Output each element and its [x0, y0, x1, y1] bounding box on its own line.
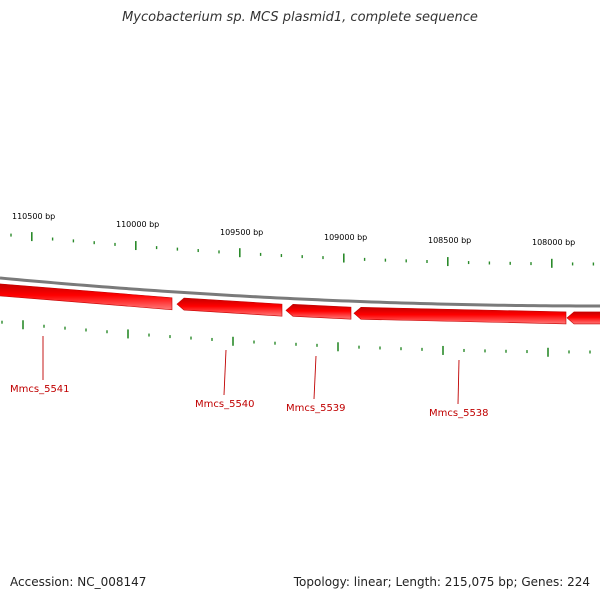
gene-label[interactable]: Mmcs_5541 — [10, 384, 70, 395]
gene-label[interactable]: Mmcs_5539 — [286, 403, 346, 414]
topology-summary-text: Topology: linear; Length: 215,075 bp; Ge… — [293, 575, 590, 589]
map-title: Mycobacterium sp. MCS plasmid1, complete… — [122, 10, 478, 25]
gene-label[interactable]: Mmcs_5538 — [429, 408, 489, 419]
scale-ticks-bottom — [1, 320, 591, 357]
sequence-backbone — [0, 276, 600, 308]
gene-arrow[interactable] — [566, 311, 600, 325]
accession-text: Accession: NC_008147 — [10, 575, 147, 589]
gene-labels: Mmcs_5541 Mmcs_5540 Mmcs_5539 Mmcs_5538 — [10, 336, 489, 419]
gene-arrow[interactable] — [0, 283, 173, 311]
scale-labels: 110500 bp 110000 bp 109500 bp 109000 bp 1085… — [12, 212, 575, 247]
scale-label: 109500 bp — [220, 228, 263, 237]
gene-leader-line — [313, 355, 317, 400]
gene-arrow[interactable] — [353, 306, 567, 325]
scale-label: 108500 bp — [428, 236, 471, 245]
gene-arrow[interactable] — [285, 304, 352, 320]
scale-label: 110500 bp — [12, 212, 55, 221]
gene-track — [0, 283, 600, 325]
scale-ticks-top — [10, 232, 595, 268]
gene-label[interactable]: Mmcs_5540 — [195, 399, 255, 410]
scale-label: 110000 bp — [116, 220, 159, 229]
scale-label: 109000 bp — [324, 233, 367, 242]
scale-label: 108000 bp — [532, 238, 575, 247]
gene-arrow[interactable] — [176, 297, 283, 317]
gene-leader-line — [457, 359, 460, 405]
gene-leader-line — [223, 349, 227, 396]
